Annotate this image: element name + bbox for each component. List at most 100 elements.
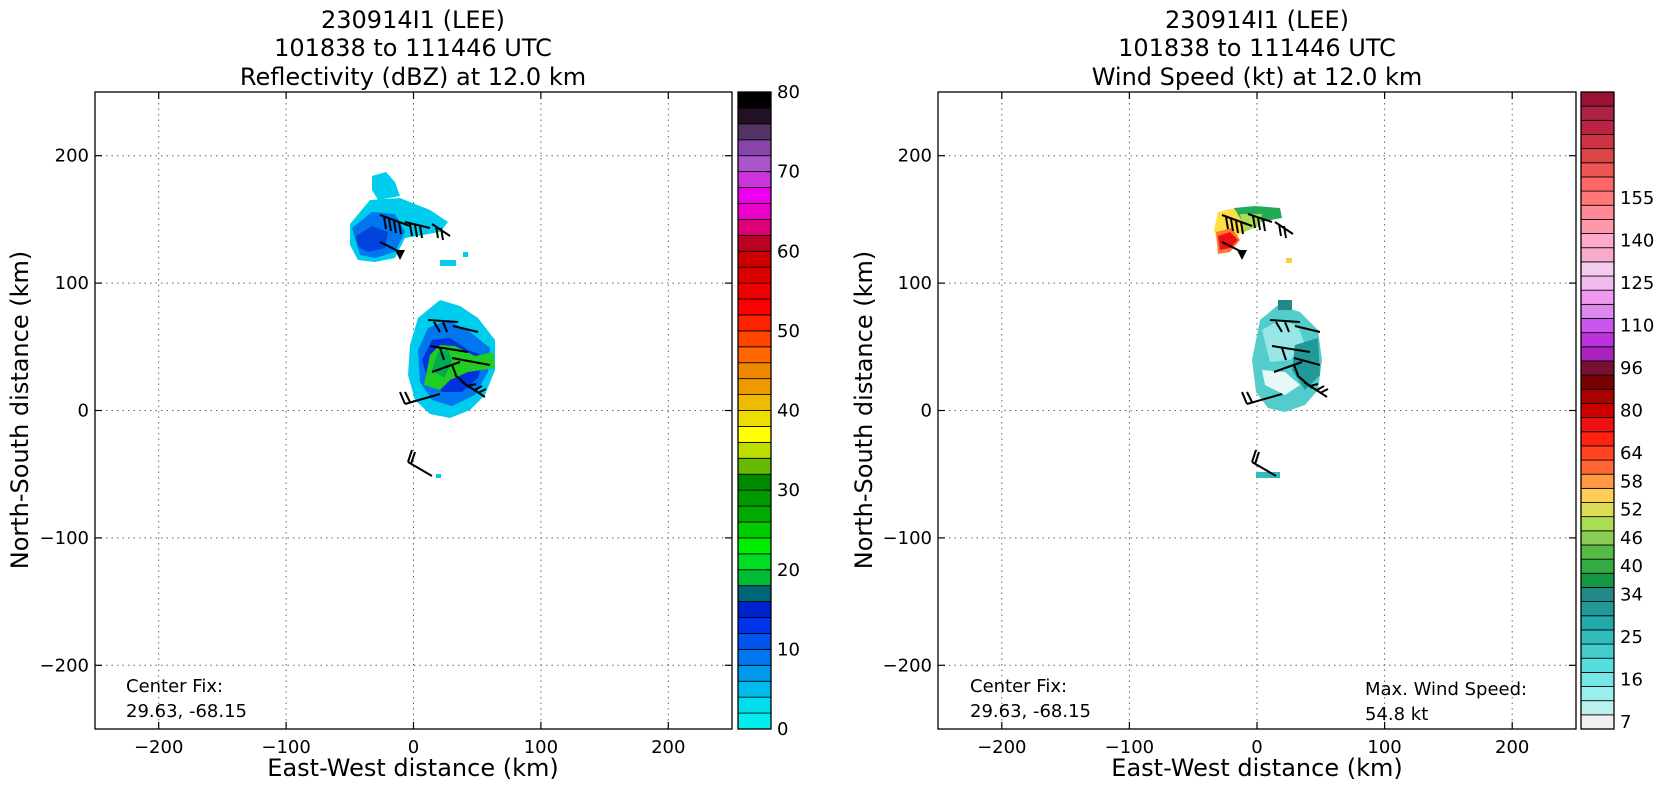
wind-colorbar-bin [1580,374,1615,390]
wind-colorbar-bin [1580,318,1615,334]
reflectivity-gridlines [95,92,732,729]
reflectivity-colorbar-bin [737,203,772,220]
reflectivity-south-echo [436,474,441,478]
reflectivity-x-tick-label: 100 [524,737,558,758]
reflectivity-colorbar-bin [737,457,772,475]
reflectivity-colorbar-bin [737,712,772,730]
wind-colorbar-bin [1580,360,1615,376]
wind-speed-panel: 230914I1 (LEE) 101838 to 111446 UTC Wind… [850,6,1654,782]
reflectivity-x-tick-label: 0 [408,737,419,758]
wind-max-speed-value: 54.8 kt [1365,704,1428,725]
reflectivity-y-tick-label: 0 [78,401,89,422]
wind-colorbar-bin [1580,558,1615,574]
wind-colorbar-tick-label: 140 [1620,231,1654,252]
wind-colorbar-bin [1580,431,1615,447]
wind-center-fix-value: 29.63, -68.15 [970,701,1091,722]
wind-colorbar-bin [1580,162,1615,178]
wind-north-patch-red [1218,232,1238,250]
wind-colorbar-bin [1580,657,1615,673]
wind-colorbar-tick-label: 25 [1620,627,1643,648]
reflectivity-title-line-2: 101838 to 111446 UTC [274,34,552,62]
reflectivity-y-tick-label: 100 [55,273,89,294]
reflectivity-colorbar-bin [737,123,772,141]
reflectivity-y-tick-label: −200 [40,655,89,676]
wind-barb [399,391,441,405]
reflectivity-colorbar-bin [737,473,772,491]
reflectivity-echoes [350,172,495,478]
reflectivity-colorbar-bin [737,585,772,602]
reflectivity-colorbar-tick-label: 0 [777,719,788,740]
wind-colorbar-bin [1580,105,1615,121]
wind-colorbar-bin [1580,700,1615,716]
reflectivity-colorbar-bin [737,696,772,714]
reflectivity-colorbar-bin [737,298,772,316]
wind-barb [1221,214,1253,235]
wind-barb [429,345,469,361]
wind-colorbar-bin [1580,148,1615,164]
reflectivity-north-echo-speck-2 [463,252,468,257]
wind-barb [1274,221,1294,239]
wind-colorbar-bin [1580,346,1615,362]
wind-title-line-2: 101838 to 111446 UTC [1118,34,1396,62]
wind-barb [1273,361,1303,376]
wind-core-patch-tail [1278,300,1292,310]
wind-colorbar: 7 16 25 34 40 46 52 58 64 80 96 110 125 140 155 [1580,91,1654,733]
reflectivity-colorbar-bin [737,648,772,666]
reflectivity-north-echo-cap [372,172,400,200]
wind-wind-barbs [1221,213,1329,477]
reflectivity-colorbar-tick-label: 80 [777,82,800,103]
wind-south-patch [1256,472,1280,478]
wind-colorbar-bin [1580,459,1615,475]
wind-barb [407,449,433,477]
wind-colorbar-bin [1580,615,1615,631]
wind-barb [1271,345,1311,361]
reflectivity-colorbar-bin [737,266,772,284]
reflectivity-colorbar-bin [737,187,772,204]
wind-colorbar-bin [1580,218,1615,234]
reflectivity-x-tick-label: −200 [134,737,183,758]
reflectivity-colorbar-bin [737,378,772,395]
wind-colorbar-tick-label: 52 [1620,500,1643,521]
wind-colorbar-bin [1580,629,1615,645]
wind-ticks: −200 −100 0 100 200 −200 −100 0 100 200 [883,92,1576,758]
wind-colorbar-bin [1580,289,1615,305]
wind-colorbar-bin [1580,261,1615,277]
wind-colorbar-bin [1580,417,1615,433]
reflectivity-colorbar-bin [737,171,772,188]
wind-colorbar-tick-label: 110 [1620,316,1654,337]
wind-colorbar-tick-label: 16 [1620,669,1643,690]
wind-barb [379,214,411,235]
reflectivity-center-fix-label: Center Fix: [126,676,223,697]
reflectivity-colorbar-bin [737,362,772,380]
reflectivity-colorbar-bin [737,537,772,555]
wind-y-axis-label: North-South distance (km) [850,251,878,570]
reflectivity-colorbar-bin [737,107,772,125]
reflectivity-colorbar: 0 10 20 30 40 50 60 70 80 [737,82,800,740]
reflectivity-title-line-3: Reflectivity (dBZ) at 12.0 km [240,63,586,91]
wind-colorbar-bin [1580,530,1615,546]
wind-colorbar-bin [1580,233,1615,249]
wind-colorbar-tick-label: 155 [1620,188,1654,209]
wind-colorbar-bin [1580,247,1615,263]
wind-colorbar-bin [1580,587,1615,603]
reflectivity-title-line-1: 230914I1 (LEE) [321,6,505,34]
reflectivity-colorbar-bin [737,218,772,236]
wind-colorbar-bin [1580,572,1615,588]
wind-barb [1293,357,1321,366]
wind-title-line-1: 230914I1 (LEE) [1165,6,1349,34]
reflectivity-colorbar-bin [737,553,772,571]
wind-barb [1303,381,1329,398]
reflectivity-colorbar-tick-label: 30 [777,480,800,501]
reflectivity-colorbar-tick-label: 10 [777,639,800,660]
reflectivity-colorbar-bin [737,633,772,650]
wind-y-tick-label: 200 [898,146,932,167]
reflectivity-colorbar-tick-label: 20 [777,560,800,581]
wind-colorbar-tick-label: 125 [1620,273,1654,294]
reflectivity-colorbar-bin [737,521,772,539]
wind-colorbar-tick-label: 96 [1620,358,1643,379]
wind-barb-flag [1237,250,1247,260]
reflectivity-x-axis-label: East-West distance (km) [267,754,558,782]
wind-barb [1241,391,1283,405]
reflectivity-colorbar-tick-label: 40 [777,401,800,422]
